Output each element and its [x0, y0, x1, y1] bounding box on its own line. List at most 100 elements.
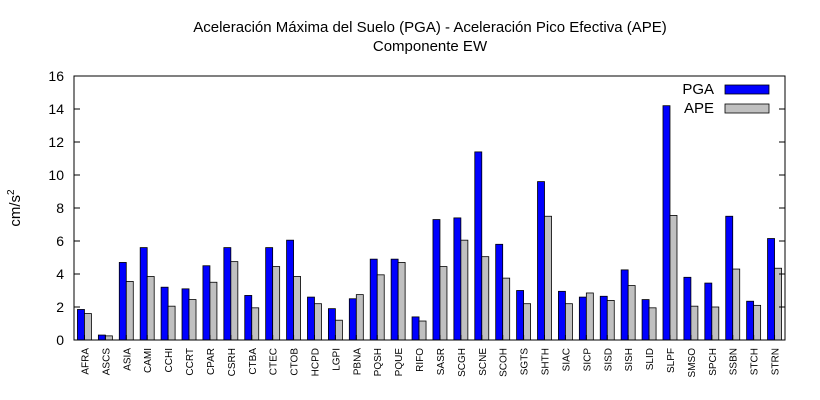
bar-ape-siac — [565, 303, 573, 341]
bar-ape-ccrt — [188, 299, 197, 341]
bar-pga-siac — [558, 290, 566, 341]
chart-subtitle: Componente EW — [373, 38, 488, 55]
x-tick-label: HCPD — [310, 348, 321, 376]
bar-ape-strn — [774, 267, 782, 341]
bar-ape-ctba — [251, 307, 260, 341]
bar-pga-cchi — [160, 286, 169, 341]
bar-ape-sicp — [585, 292, 594, 341]
bar-ape-pque — [397, 262, 406, 341]
bar-pga-scgh — [453, 217, 462, 341]
chart-title: Aceleración Máxima del Suelo (PGA) - Ace… — [193, 19, 667, 36]
x-tick-label: CPAR — [206, 348, 217, 375]
bar-pga-csrh — [223, 247, 232, 341]
bar-ape-slid — [648, 307, 657, 341]
y-axis-label-unit: cm/s — [7, 195, 24, 227]
bar-pga-ctba — [244, 295, 253, 341]
bar-ape-stch — [753, 304, 762, 341]
x-tick-label: ASCS — [101, 348, 112, 376]
bar-ape-sisd — [606, 299, 615, 341]
bar-pga-ssbn — [725, 215, 734, 341]
x-tick-label: CAMI — [143, 348, 154, 373]
bar-pga-rifo — [411, 316, 420, 341]
bar-ape-lgpi — [334, 319, 343, 341]
bar-pga-cpar — [202, 265, 211, 341]
x-tick-label: SCOH — [499, 348, 510, 377]
x-tick-label: STCH — [750, 348, 761, 375]
x-tick-label: SCNE — [478, 348, 489, 376]
bar-ape-pbna — [355, 294, 364, 341]
bar-ape-afra — [84, 313, 92, 341]
bar-ape-smso — [690, 305, 699, 341]
y-tick-label: 2 — [56, 299, 64, 315]
bar-pga-pbna — [348, 298, 357, 341]
y-tick-label: 6 — [56, 233, 64, 249]
bar-ape-cchi — [167, 305, 176, 341]
x-tick-label: SLPF — [666, 348, 677, 373]
bar-pga-hcpd — [307, 296, 315, 341]
y-tick-label: 14 — [48, 101, 64, 117]
bar-pga-sicp — [578, 296, 587, 341]
bar-ape-rifo — [418, 320, 427, 341]
bar-pga-ascs — [97, 334, 106, 341]
x-tick-label: PBNA — [352, 348, 363, 376]
x-tick-label: SLID — [645, 348, 656, 370]
legend-swatch-pga — [724, 84, 770, 95]
bar-ape-sasr — [439, 266, 448, 341]
bar-ape-ctob — [293, 276, 301, 341]
x-tick-label: RIFO — [415, 348, 426, 372]
bar-ape-hcpd — [314, 303, 322, 341]
x-tick-label: AFRA — [80, 348, 91, 375]
y-tick-label: 12 — [48, 134, 64, 150]
bar-ape-sgts — [523, 303, 532, 341]
legend: PGA APE — [682, 81, 770, 117]
x-ticks-layer: AFRA ASCS ASIA CAMI CCHI CCRT CPAR CSRH CTBA CTEC… — [80, 335, 782, 378]
bar-pga-cami — [139, 247, 148, 341]
x-tick-label: PQUE — [394, 348, 405, 377]
legend-swatch-ape — [724, 103, 770, 114]
bar-pga-ctob — [286, 239, 294, 341]
bar-ape-cami — [146, 276, 155, 341]
x-tick-label: CCRT — [185, 348, 196, 376]
bar-pga-pque — [390, 258, 399, 341]
x-tick-label: SCGH — [457, 348, 468, 377]
x-tick-label: SHTH — [541, 348, 552, 375]
bar-pga-smso — [683, 276, 692, 341]
bar-ape-csrh — [230, 261, 239, 341]
legend-label-ape: APE — [684, 100, 714, 117]
x-tick-label: PQSH — [373, 348, 384, 376]
bar-pga-lgpi — [327, 308, 336, 341]
bar-ape-ssbn — [732, 268, 741, 341]
x-tick-label: CTBA — [248, 348, 259, 375]
bar-pga-afra — [77, 309, 85, 341]
bar-pga-scoh — [495, 243, 504, 341]
bar-ape-slpf — [669, 215, 678, 341]
bar-pga-ctec — [265, 247, 274, 341]
bar-pga-shth — [537, 181, 545, 341]
bar-ape-sish — [627, 285, 636, 341]
x-tick-label: SISD — [603, 348, 614, 371]
bar-ape-scgh — [460, 239, 469, 341]
x-tick-label: SICP — [582, 348, 593, 372]
x-tick-label: SSBN — [729, 348, 740, 375]
bar-ape-scne — [481, 256, 490, 341]
plot-frame — [73, 75, 786, 341]
bar-pga-pqsh — [369, 258, 378, 341]
x-tick-label: CCHI — [164, 348, 175, 372]
x-tick-label: SMSO — [687, 348, 698, 378]
y-axis-label: cm/s2 — [6, 189, 24, 227]
y-tick-label: 10 — [48, 167, 64, 183]
bar-pga-slid — [641, 299, 650, 341]
bar-ape-cpar — [209, 281, 218, 341]
bar-ape-pqsh — [376, 274, 385, 341]
bar-pga-sasr — [432, 219, 441, 341]
bar-ape-ascs — [104, 335, 113, 341]
bar-pga-sish — [620, 269, 629, 341]
bar-pga-asia — [118, 262, 127, 341]
bars-layer — [77, 105, 782, 341]
x-tick-label: ASIA — [122, 348, 133, 371]
bar-pga-slpf — [662, 105, 671, 341]
bar-pga-ccrt — [181, 288, 190, 341]
y-tick-label: 16 — [48, 68, 64, 84]
y-tick-label: 0 — [56, 332, 64, 348]
